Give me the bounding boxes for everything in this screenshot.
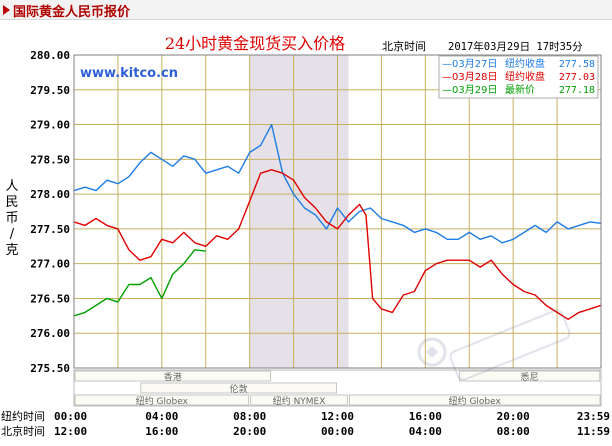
session-label: 纽约 NYMEX (273, 395, 326, 407)
x-tick-label: 12:00 (321, 410, 354, 423)
series-line-1 (73, 123, 601, 244)
legend-date: —03月28日 (442, 71, 497, 83)
y-tick-label: 277.00 (30, 258, 70, 271)
x-tick-label: 23:59 (577, 410, 610, 423)
legend-date: —03月29日 (442, 84, 497, 96)
y-tick-label: 276.00 (30, 327, 70, 340)
y-tick-label: 278.50 (30, 153, 70, 166)
x-tick-label: 08:00 (233, 410, 266, 423)
page-title: 国际黄金人民币报价 (13, 5, 131, 20)
chart-background (249, 55, 349, 368)
session-label: 伦敦 (230, 383, 248, 395)
chart-title: 24小时黄金现货买入价格 (165, 34, 345, 53)
watermark-badge-icon (449, 309, 571, 381)
session-label: 纽约 Globex (136, 395, 189, 407)
y-tick-label: 279.00 (30, 119, 70, 132)
session-bar (140, 382, 337, 394)
y-tick-label: 275.50 (30, 362, 70, 375)
session-label: 悉尼 (521, 371, 539, 383)
x-row-label: 纽约时间 (1, 409, 45, 423)
y-axis-label-char: 币 (5, 211, 18, 226)
legend-note: 纽约收盘 (505, 57, 545, 70)
x-tick-label: 12:00 (54, 425, 87, 438)
watermark-circle-icon (417, 337, 447, 367)
legend-box (438, 55, 599, 99)
x-row-label: 北京时间 (1, 424, 45, 438)
legend-note: 纽约收盘 (505, 70, 545, 83)
legend-value: 277.03 (559, 72, 595, 83)
session-bar (250, 394, 348, 406)
session-label: 香港 (164, 371, 182, 383)
y-tick-label: 277.50 (30, 223, 70, 236)
legend-value: 277.18 (559, 85, 595, 96)
session-bar (74, 394, 250, 406)
series-line-3 (73, 249, 206, 317)
y-axis-label-char: / (10, 227, 15, 242)
session-bar (349, 394, 601, 406)
timestamp-value: 2017年03月29日 17时35分 (448, 40, 583, 53)
series-line-2 (73, 169, 602, 320)
watermark-logo (417, 309, 571, 381)
y-tick-label: 279.50 (30, 84, 70, 97)
y-axis-label-char: 民 (5, 195, 18, 210)
x-tick-label: 20:00 (497, 410, 530, 423)
y-tick-label: 280.00 (30, 49, 70, 62)
legend-value: 277.58 (559, 59, 595, 70)
session-label: 纽约 Globex (449, 395, 502, 407)
y-tick-label: 278.00 (30, 188, 70, 201)
chart-grid (74, 54, 601, 369)
page-header: 国际黄金人民币报价 (0, 0, 612, 20)
x-tick-label: 04:00 (409, 425, 442, 438)
session-bar (458, 370, 601, 382)
legend-date: —03月27日 (442, 58, 497, 70)
x-tick-label: 20:00 (233, 425, 266, 438)
plot-frame (73, 54, 602, 369)
legend-note: 最新价 (505, 83, 535, 96)
watermark-site: www.kitco.cn (80, 66, 178, 81)
x-tick-label: 00:00 (54, 410, 87, 423)
chart-series-layer (73, 123, 602, 320)
timestamp-label: 北京时间 (382, 39, 426, 53)
x-tick-label: 16:00 (145, 425, 178, 438)
y-tick-label: 276.50 (30, 292, 70, 305)
nymex-band (249, 55, 349, 368)
session-bar (74, 370, 272, 382)
watermark-diamond-icon (426, 346, 438, 358)
chart-text-layer: 24小时黄金现货买入价格 北京时间 2017年03月29日 17时35分 www… (5, 34, 583, 258)
x-tick-label: 11:59 (577, 425, 610, 438)
x-tick-label: 16:00 (409, 410, 442, 423)
chart-axes: 280.00 279.50 279.00 278.50 278.00 277.50 277.… (1, 49, 610, 438)
x-tick-label: 08:00 (497, 425, 530, 438)
x-tick-label: 04:00 (145, 410, 178, 423)
y-axis-label-char: 克 (5, 243, 18, 258)
header-triangle-icon (3, 5, 10, 15)
x-tick-label: 00:00 (321, 425, 354, 438)
y-axis-label-char: 人 (5, 179, 18, 194)
